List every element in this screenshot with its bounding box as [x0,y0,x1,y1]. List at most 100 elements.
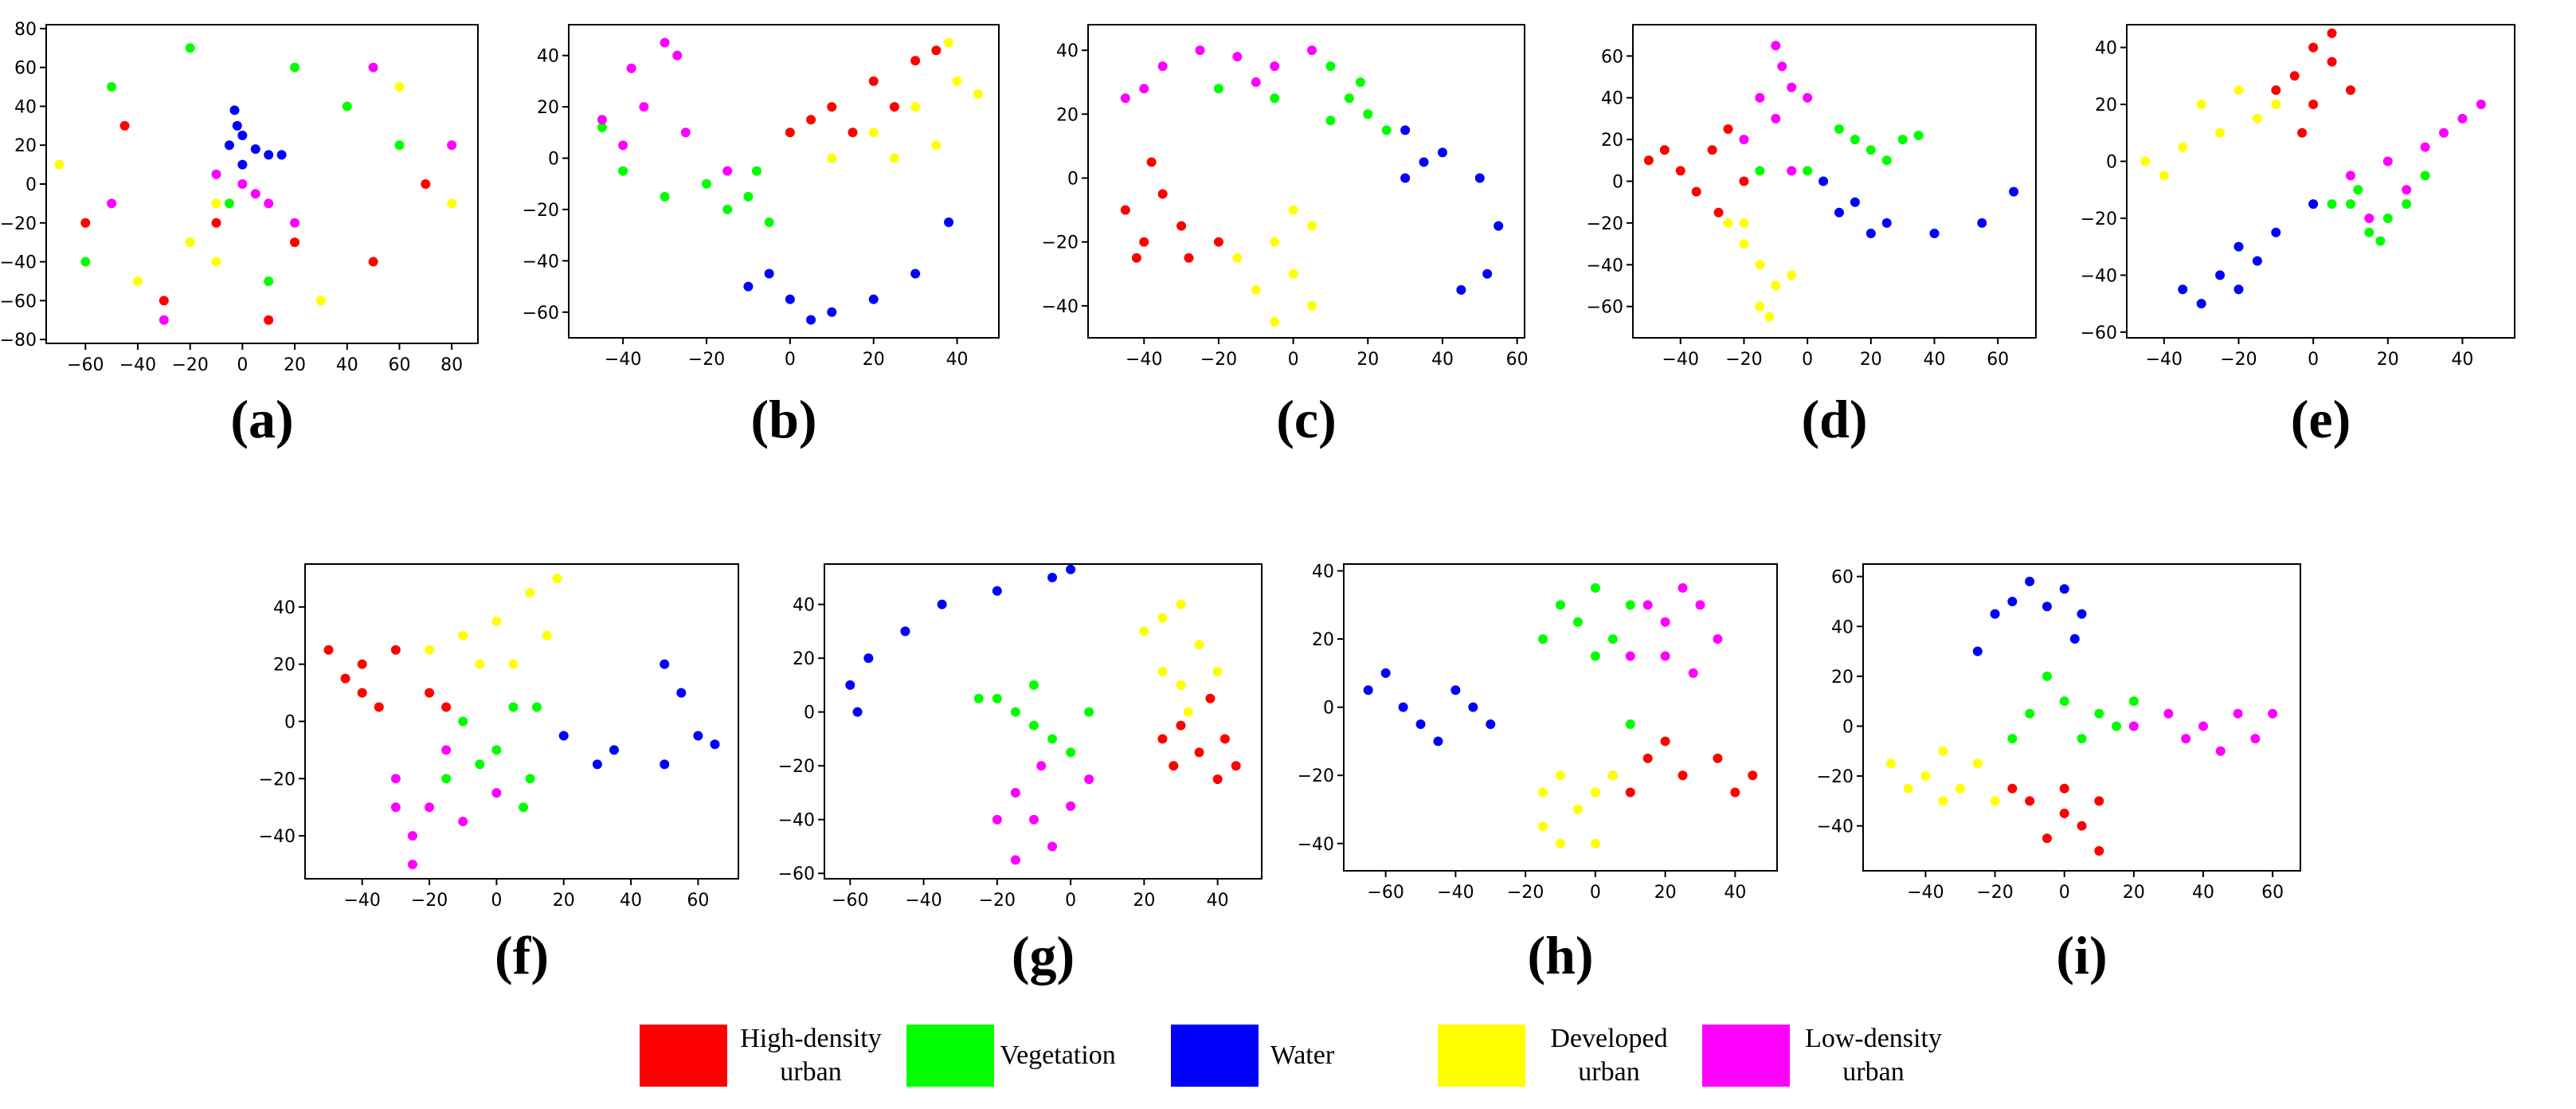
x-tick-label: 60 [687,891,709,911]
x-tick-label: −20 [411,891,448,911]
point [276,150,287,160]
y-tick-label: −20 [1587,214,1623,234]
point [1625,719,1635,730]
point [1183,707,1193,717]
point [2196,100,2206,110]
x-tick-label: 0 [2059,883,2070,903]
point [693,731,703,741]
point [107,82,117,92]
panel-label: (a) [230,389,293,449]
point [660,659,670,669]
x-tick-label: 20 [1860,350,1882,370]
point [1739,176,1749,186]
point [910,102,921,112]
y-tick-label: 40 [1312,562,1334,582]
legend-item: Developed urban [1438,1024,1693,1087]
x-tick-label: 40 [2192,883,2214,903]
x-tick-label: −40 [905,891,942,911]
panel-label: (f) [495,925,549,986]
point [1675,166,1685,176]
point [931,140,942,151]
point [609,745,619,755]
point [1678,582,1688,593]
point [1344,93,1354,104]
point [1771,113,1781,123]
point [2476,100,2486,110]
point [785,294,795,304]
point [1538,787,1548,797]
point [237,179,248,189]
point [1538,634,1548,645]
point [491,788,502,798]
point [2198,721,2208,731]
x-tick-label: 40 [1207,891,1229,911]
point [1771,280,1781,291]
x-tick-label: 40 [1924,350,1946,370]
point [211,217,221,228]
point [2402,185,2412,195]
panel-label: (d) [1801,389,1867,449]
point [1642,753,1653,763]
point [2094,708,2104,719]
point [1834,207,1844,217]
x-tick-label: 20 [2377,350,2399,370]
point [80,257,91,267]
point [2420,170,2430,181]
point [54,159,65,170]
point [1139,237,1149,247]
point [264,315,274,325]
legend-label: Vegetation [1000,1040,1116,1070]
point [1456,284,1466,295]
point [447,198,457,209]
plot-frame [1632,24,2037,339]
point [1176,221,1187,231]
point [1450,685,1461,696]
point [1288,268,1298,279]
plot-frame [45,24,479,344]
point [1556,600,1565,610]
y-tick-label: 0 [1323,699,1334,719]
plot-frame [568,24,1000,339]
point [2271,85,2281,96]
point [1139,626,1149,637]
point [211,169,221,179]
plot-frame [1087,24,1525,339]
point [211,257,221,267]
point [211,198,221,209]
y-tick-label: −20 [1042,233,1079,253]
point [1474,173,1485,183]
point [1625,600,1635,610]
point [1146,157,1157,167]
point [1494,221,1504,231]
point [910,56,921,66]
point [1205,693,1216,703]
point [407,860,417,870]
point [2059,783,2069,794]
y-tick-label: 20 [273,656,296,676]
point [229,105,240,116]
point [1184,253,1194,263]
point [237,159,248,170]
point [542,630,552,641]
point [1036,761,1047,771]
point [340,673,350,684]
point [2059,584,2069,594]
point [806,315,816,325]
x-tick-label: 0 [1590,883,1601,903]
x-tick-label: 0 [785,350,796,370]
point [1660,651,1670,661]
point [2233,241,2244,252]
point [2233,85,2244,96]
point [2059,809,2069,819]
point [2233,708,2243,719]
point [1307,221,1317,231]
plot-frame [824,563,1263,880]
point [2402,199,2412,210]
point [2163,708,2174,719]
point [1176,599,1186,609]
point [1047,572,1058,582]
y-tick-label: 20 [1601,131,1623,151]
y-tick-label: 40 [1601,89,1623,109]
point [2025,576,2035,586]
point [525,774,535,784]
